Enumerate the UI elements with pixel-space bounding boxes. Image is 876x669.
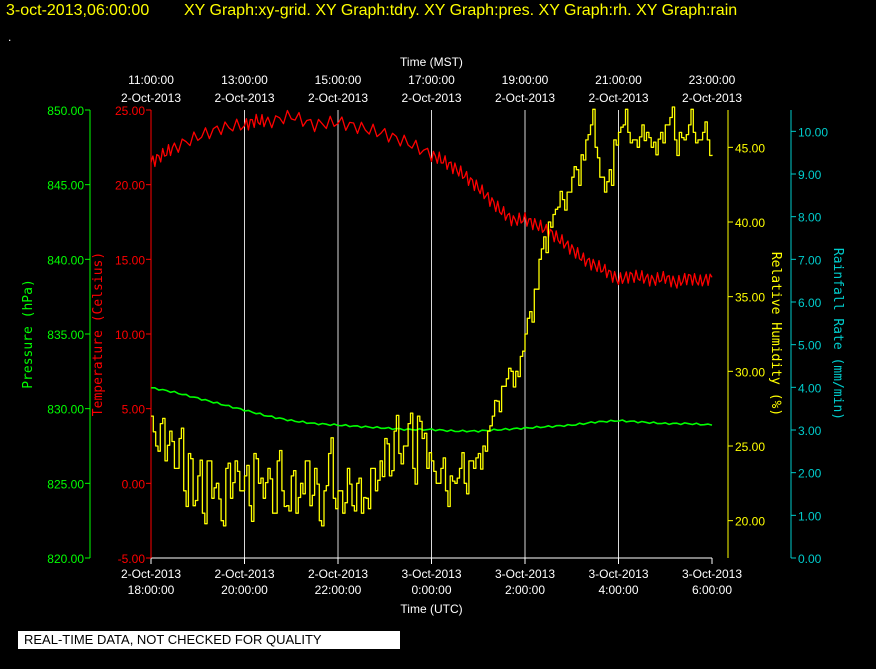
bottom-tick-date-0: 2-Oct-2013 [121, 567, 181, 581]
bottom-tick-time-5: 4:00:00 [598, 583, 638, 597]
bottom-tick-date-2: 2-Oct-2013 [308, 567, 368, 581]
top-tick-time-1: 13:00:00 [221, 73, 268, 87]
top-tick-date-5: 2-Oct-2013 [588, 91, 648, 105]
pressure-tick-label-2: 830.00 [47, 403, 84, 417]
rain-tick-label-0: 0.00 [798, 552, 822, 566]
quality-notice: REAL-TIME DATA, NOT CHECKED FOR QUALITY [18, 631, 400, 649]
top-tick-time-5: 21:00:00 [595, 73, 642, 87]
rain-tick-label-10: 10.00 [798, 125, 828, 139]
top-tick-time-3: 17:00:00 [408, 73, 455, 87]
temperature-tick-label-6: 25.00 [115, 104, 145, 118]
bottom-tick-time-0: 18:00:00 [128, 583, 175, 597]
humidity-tick-label-2: 30.00 [735, 365, 765, 379]
rain-tick-label-6: 6.00 [798, 296, 822, 310]
rain-axis-label: Rainfall Rate (mm/min) [830, 248, 845, 420]
humidity-series-line [151, 106, 713, 527]
header-graph-titles: XY Graph:xy-grid. XY Graph:tdry. XY Grap… [184, 2, 738, 19]
humidity-tick-label-0: 20.00 [735, 515, 765, 529]
pressure-series-line [151, 387, 713, 433]
bottom-tick-date-5: 3-Oct-2013 [588, 567, 648, 581]
temperature-series-line [150, 109, 713, 289]
bottom-tick-date-3: 3-Oct-2013 [401, 567, 461, 581]
bottom-tick-date-1: 2-Oct-2013 [214, 567, 274, 581]
bottom-tick-time-6: 6:00:00 [692, 583, 732, 597]
top-tick-time-0: 11:00:00 [128, 73, 174, 87]
humidity-tick-label-1: 25.00 [735, 440, 765, 454]
rain-tick-label-7: 7.00 [798, 253, 822, 267]
pressure-tick-label-6: 850.00 [47, 104, 84, 118]
top-tick-time-6: 23:00:00 [689, 73, 736, 87]
top-tick-time-4: 19:00:00 [502, 73, 549, 87]
bottom-tick-time-2: 22:00:00 [315, 583, 362, 597]
pressure-tick-label-4: 840.00 [47, 253, 84, 267]
pressure-axis-label: Pressure (hPa) [21, 279, 36, 389]
pressure-tick-label-5: 845.00 [47, 179, 84, 193]
temperature-tick-label-2: 5.00 [122, 403, 146, 417]
top-axis-label: Time (MST) [400, 55, 463, 69]
temperature-axis-label: Temperature (Celsius) [91, 252, 106, 416]
humidity-axis-label: Relative Humidity (%) [768, 252, 783, 416]
rain-tick-label-2: 2.00 [798, 467, 822, 481]
bottom-tick-date-4: 3-Oct-2013 [495, 567, 555, 581]
header-date: 3-oct-2013,06:00:00 [6, 2, 150, 19]
bottom-axis-label: Time (UTC) [400, 602, 462, 616]
pressure-tick-label-3: 835.00 [47, 328, 84, 342]
rain-tick-label-3: 3.00 [798, 424, 822, 438]
humidity-tick-label-4: 40.00 [735, 216, 765, 230]
bottom-tick-date-6: 3-Oct-2013 [682, 567, 742, 581]
rain-tick-label-1: 1.00 [798, 509, 822, 523]
top-tick-date-2: 2-Oct-2013 [308, 91, 368, 105]
humidity-tick-label-5: 45.00 [735, 141, 765, 155]
bottom-tick-time-1: 20:00:00 [221, 583, 268, 597]
bottom-tick-time-3: 0:00:00 [411, 583, 451, 597]
bottom-tick-time-4: 2:00:00 [505, 583, 545, 597]
top-tick-date-0: 2-Oct-2013 [121, 91, 181, 105]
temperature-tick-label-4: 15.00 [115, 253, 145, 267]
top-tick-date-4: 2-Oct-2013 [495, 91, 555, 105]
rain-tick-label-8: 8.00 [798, 211, 822, 225]
pressure-tick-label-1: 825.00 [47, 477, 84, 491]
top-tick-time-2: 15:00:00 [315, 73, 362, 87]
rain-tick-label-5: 5.00 [798, 339, 822, 353]
header-dot: . [8, 30, 12, 44]
temperature-tick-label-0: -5.00 [118, 552, 146, 566]
top-tick-date-6: 2-Oct-2013 [682, 91, 742, 105]
temperature-tick-label-5: 20.00 [115, 179, 145, 193]
rain-tick-label-9: 9.00 [798, 168, 822, 182]
top-tick-date-1: 2-Oct-2013 [214, 91, 274, 105]
top-tick-date-3: 2-Oct-2013 [401, 91, 461, 105]
temperature-tick-label-3: 10.00 [115, 328, 145, 342]
rain-tick-label-4: 4.00 [798, 381, 822, 395]
humidity-tick-label-3: 35.00 [735, 291, 765, 305]
pressure-tick-label-0: 820.00 [47, 552, 84, 566]
temperature-tick-label-1: 0.00 [122, 477, 146, 491]
